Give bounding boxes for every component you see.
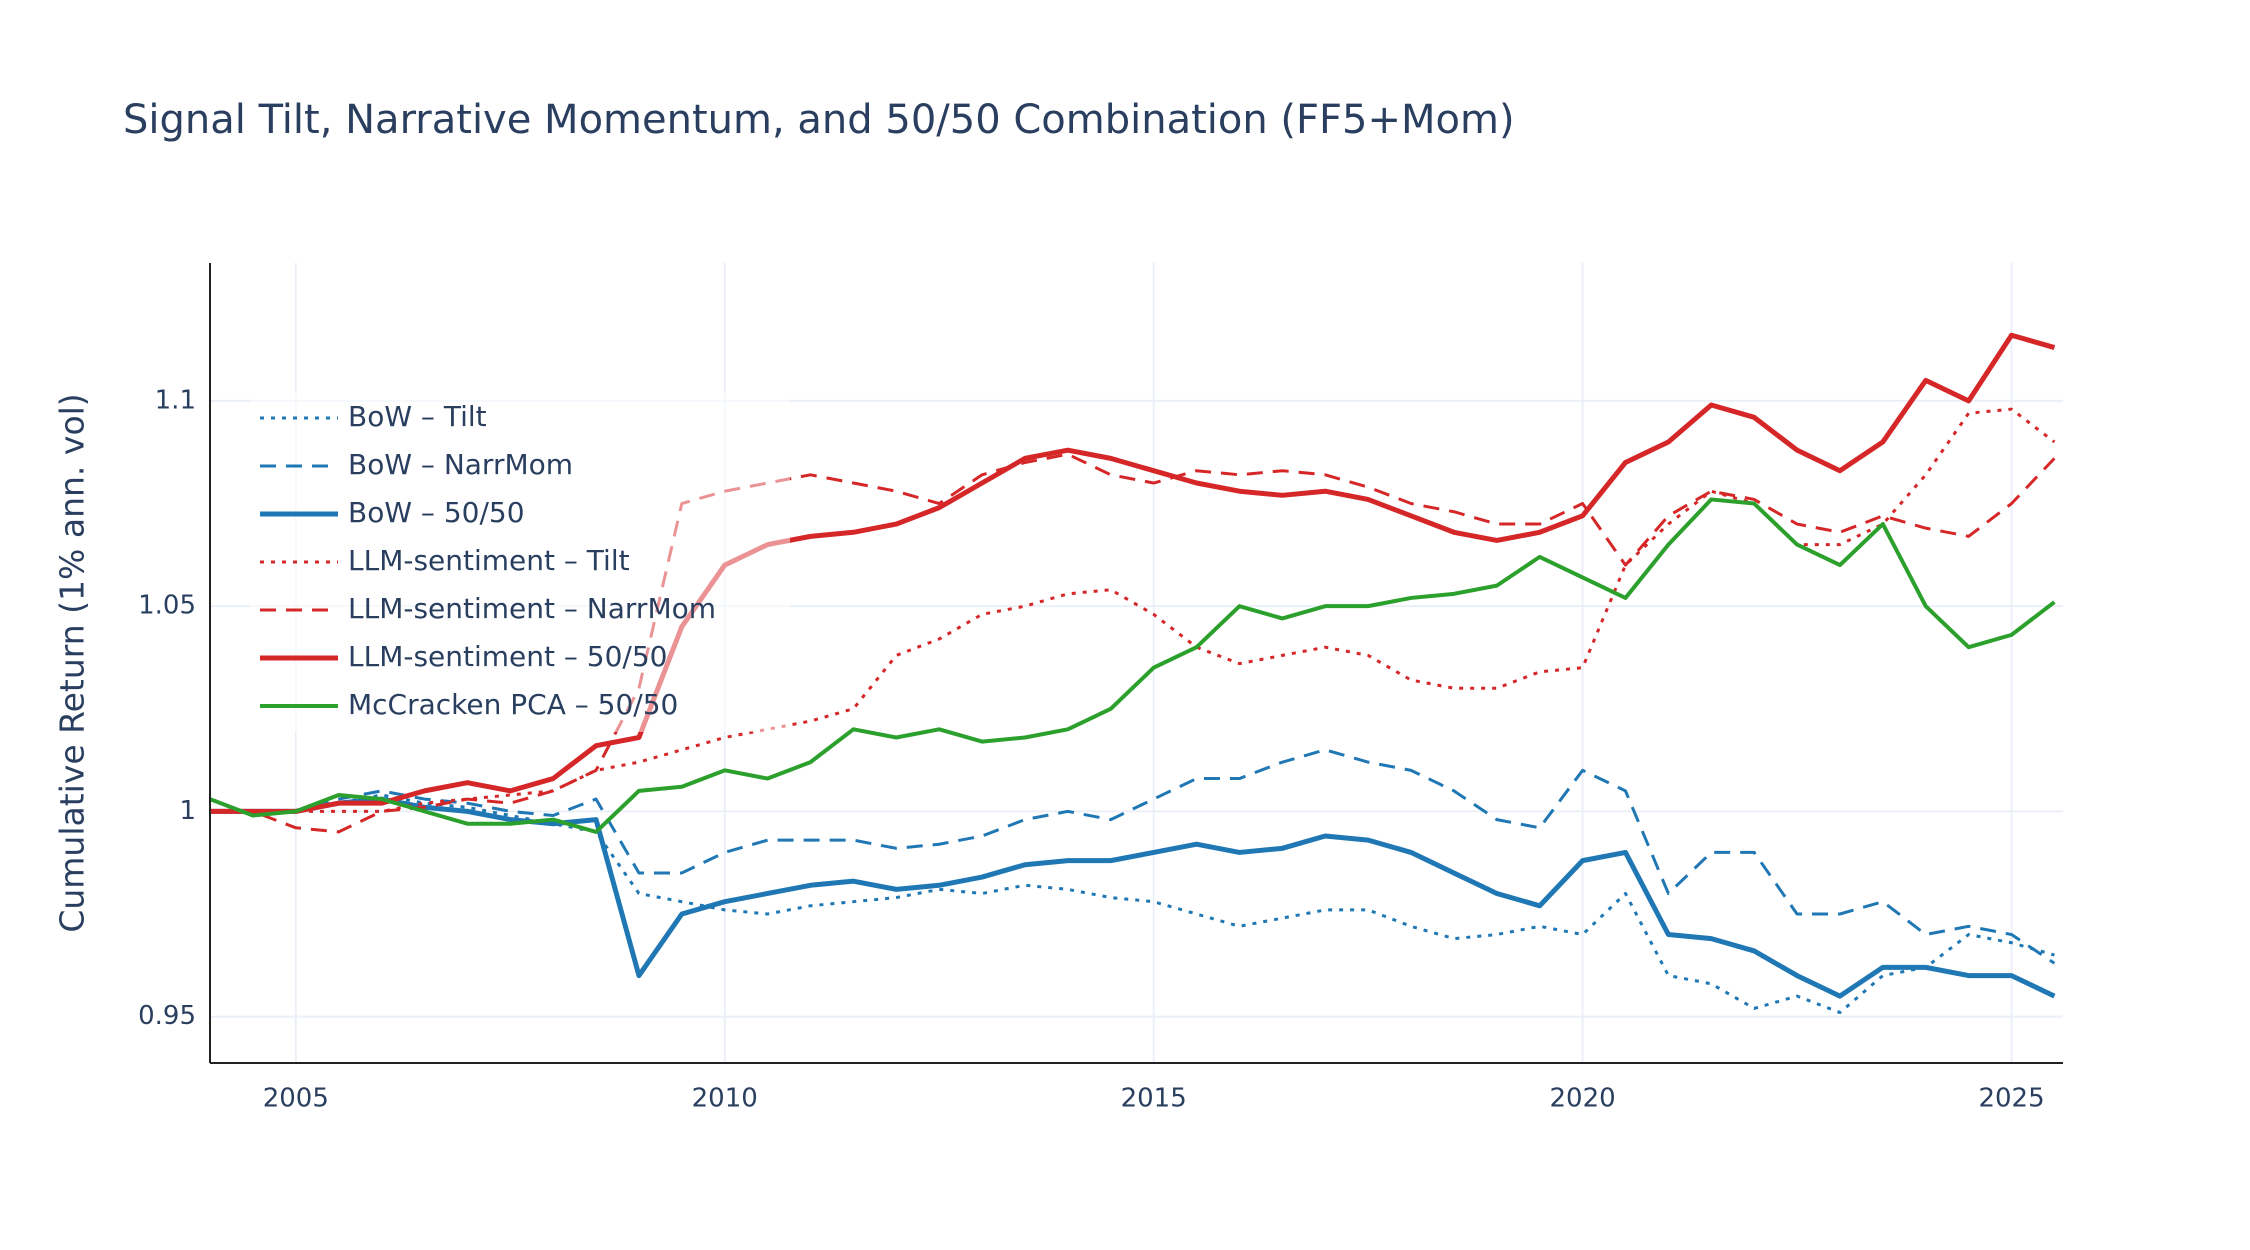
series-line <box>210 332 2056 814</box>
legend-label: BoW – Tilt <box>348 400 487 433</box>
x-tick-label: 2025 <box>1978 1084 2044 1114</box>
legend-label: LLM-sentiment – 50/50 <box>348 640 668 673</box>
chart-title: Signal Tilt, Narrative Momentum, and 50/… <box>123 97 1515 143</box>
legend-box <box>250 392 790 732</box>
series-line <box>210 793 2055 1015</box>
legend-label: McCracken PCA – 50/50 <box>348 688 678 721</box>
legend-label: BoW – 50/50 <box>348 496 525 529</box>
axes: 0.95 1 1.05 1.1 2005 2010 2015 2020 2025 <box>138 263 2063 1114</box>
legend: BoW – Tilt BoW – NarrMom BoW – 50/50 LLM-se… <box>250 392 790 732</box>
series-line <box>210 452 2056 834</box>
x-tick-label: 2005 <box>263 1084 329 1114</box>
series-line <box>210 748 2056 965</box>
series-line <box>210 796 2056 999</box>
x-tick-label: 2010 <box>692 1084 758 1114</box>
y-axis-title: Cumulative Return (1% ann. vol) <box>53 393 92 932</box>
y-tick-label: 1 <box>179 796 196 826</box>
legend-label: BoW – NarrMom <box>348 448 573 481</box>
y-tick-label: 0.95 <box>138 1001 196 1031</box>
legend-label: LLM-sentiment – NarrMom <box>348 592 716 625</box>
series-line <box>209 497 2056 834</box>
y-tick-label: 1.05 <box>138 591 196 621</box>
x-tick-label: 2020 <box>1550 1084 1616 1114</box>
x-tick-label: 2015 <box>1121 1084 1187 1114</box>
legend-label: LLM-sentiment – Tilt <box>348 544 630 577</box>
lines <box>209 332 2056 1015</box>
y-tick-label: 1.1 <box>155 385 196 415</box>
